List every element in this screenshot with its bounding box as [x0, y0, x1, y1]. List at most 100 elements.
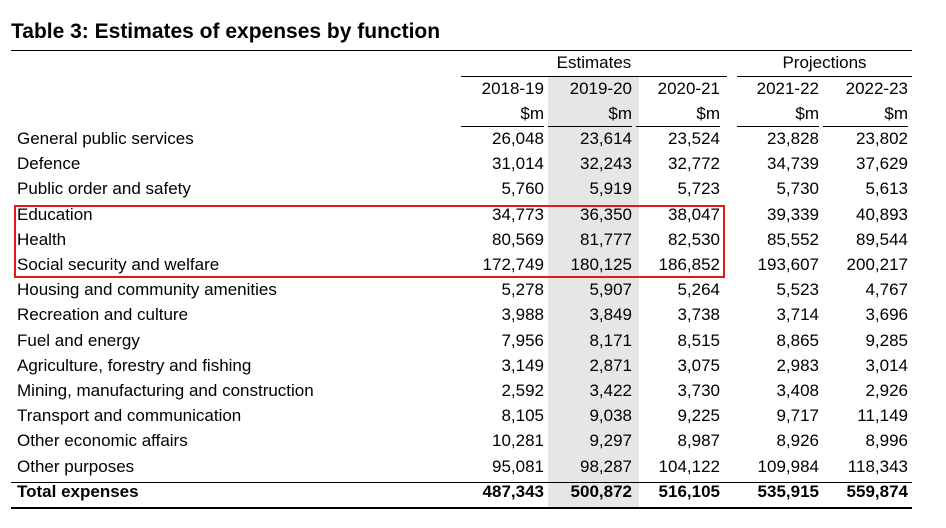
- value-cell: 2,871: [589, 355, 632, 375]
- value-cell: 38,047: [668, 204, 720, 224]
- value-cell: 200,217: [846, 255, 908, 274]
- value-cell: 3,014: [865, 355, 908, 375]
- value-cell: 3,849: [589, 305, 632, 325]
- value-cell: 34,773: [492, 204, 544, 224]
- row-label: Mining, manufacturing and construction: [17, 381, 314, 400]
- value-cell: 39,339: [767, 204, 819, 224]
- unit-header: $m: [608, 104, 632, 123]
- value-cell: 32,772: [668, 154, 720, 174]
- value-cell: 95,081: [492, 456, 544, 476]
- value-cell: 23,828: [767, 129, 819, 148]
- value-cell: 180,125: [570, 255, 632, 274]
- shaded-column-2019-20: [548, 77, 639, 508]
- value-cell: 5,523: [776, 280, 819, 300]
- value-cell: 31,014: [492, 154, 544, 174]
- unit-rule: [548, 126, 632, 127]
- unit-rule: [823, 126, 908, 127]
- table-title: Table 3: Estimates of expenses by functi…: [11, 20, 441, 43]
- value-cell: 10,281: [492, 431, 544, 451]
- value-cell: 81,777: [580, 229, 632, 249]
- value-cell: 8,105: [501, 406, 544, 426]
- unit-header: $m: [884, 104, 908, 123]
- total-row: Total expenses 487,343 500,872 516,105 5…: [0, 482, 946, 507]
- value-cell: 5,760: [501, 179, 544, 199]
- value-cell: 487,343: [482, 482, 544, 501]
- table-row: Housing and community amenities 5,278 5,90…: [0, 280, 946, 305]
- table-row: Other purposes 95,081 98,287 104,122 109,984…: [0, 457, 946, 482]
- value-cell: 535,915: [757, 482, 819, 501]
- value-cell: 9,717: [776, 406, 819, 426]
- row-label: Public order and safety: [17, 179, 191, 199]
- value-cell: 3,408: [776, 381, 819, 400]
- table-row: Social security and welfare 172,749 180,12…: [0, 255, 946, 280]
- year-header: 2021-22: [756, 79, 819, 98]
- value-cell: 104,122: [658, 456, 720, 476]
- value-cell: 32,243: [580, 154, 632, 174]
- value-cell: 109,984: [757, 456, 819, 476]
- bottom-rule: [11, 507, 912, 509]
- value-cell: 500,872: [570, 482, 632, 501]
- title-rule: [11, 50, 912, 51]
- value-cell: 118,343: [847, 456, 908, 476]
- value-cell: 9,038: [589, 406, 632, 426]
- unit-header: $m: [795, 104, 819, 123]
- row-label: Housing and community amenities: [17, 280, 277, 300]
- value-cell: 2,592: [501, 381, 544, 400]
- value-cell: 559,874: [846, 482, 908, 501]
- year-header: 2019-20: [569, 79, 632, 98]
- group-header-projections: Projections: [782, 53, 867, 72]
- value-cell: 34,739: [767, 154, 819, 174]
- table-row: Recreation and culture 3,988 3,849 3,738 3,7…: [0, 305, 946, 330]
- value-cell: 5,264: [677, 280, 720, 300]
- value-cell: 36,350: [580, 204, 632, 224]
- table-row: Education 34,773 36,350 38,047 39,339 40,893: [0, 205, 946, 230]
- value-cell: 193,607: [757, 255, 819, 274]
- value-cell: 2,983: [776, 355, 819, 375]
- value-cell: 5,613: [865, 179, 908, 199]
- unit-header: $m: [696, 104, 720, 123]
- table-row: Transport and communication 8,105 9,038 9,2…: [0, 406, 946, 431]
- row-label: Defence: [17, 154, 81, 174]
- table-row: Public order and safety 5,760 5,919 5,723 5,…: [0, 179, 946, 204]
- year-header: 2018-19: [481, 79, 544, 98]
- value-cell: 8,926: [776, 431, 819, 451]
- value-cell: 172,749: [482, 255, 544, 274]
- value-cell: 5,278: [501, 280, 544, 300]
- unit-header: $m: [520, 104, 544, 123]
- value-cell: 5,907: [589, 280, 632, 300]
- value-cell: 3,696: [865, 305, 908, 325]
- row-label: Transport and communication: [17, 406, 242, 426]
- value-cell: 3,149: [501, 355, 544, 375]
- unit-rule: [737, 126, 819, 127]
- value-cell: 3,714: [776, 305, 819, 325]
- row-label: Other purposes: [17, 456, 135, 476]
- row-label: Fuel and energy: [17, 330, 140, 350]
- value-cell: 37,629: [856, 154, 908, 174]
- value-cell: 40,893: [856, 204, 908, 224]
- value-cell: 8,171: [589, 330, 632, 350]
- value-cell: 516,105: [658, 482, 720, 501]
- value-cell: 5,919: [589, 179, 632, 199]
- value-cell: 5,723: [677, 179, 720, 199]
- value-cell: 8,996: [865, 431, 908, 451]
- value-cell: 186,852: [658, 255, 720, 274]
- value-cell: 4,767: [865, 280, 908, 300]
- value-cell: 23,802: [856, 129, 908, 148]
- row-label: Education: [17, 204, 93, 224]
- table-row: Defence 31,014 32,243 32,772 34,739 37,629: [0, 154, 946, 179]
- table-row: Mining, manufacturing and construction 2,…: [0, 381, 946, 406]
- value-cell: 3,988: [501, 305, 544, 325]
- year-header: 2022-23: [845, 79, 908, 98]
- total-rule: [11, 482, 912, 483]
- value-cell: 2,926: [865, 381, 908, 400]
- projections-rule: [737, 76, 912, 77]
- value-cell: 82,530: [668, 229, 720, 249]
- value-cell: 8,987: [677, 431, 720, 451]
- value-cell: 3,730: [677, 381, 720, 400]
- value-cell: 80,569: [492, 229, 544, 249]
- table-row: Other economic affairs 10,281 9,297 8,987 8,…: [0, 431, 946, 456]
- unit-rule: [461, 126, 544, 127]
- table-row: Health 80,569 81,777 82,530 85,552 89,544: [0, 230, 946, 255]
- group-header-estimates: Estimates: [556, 53, 632, 72]
- value-cell: 5,730: [776, 179, 819, 199]
